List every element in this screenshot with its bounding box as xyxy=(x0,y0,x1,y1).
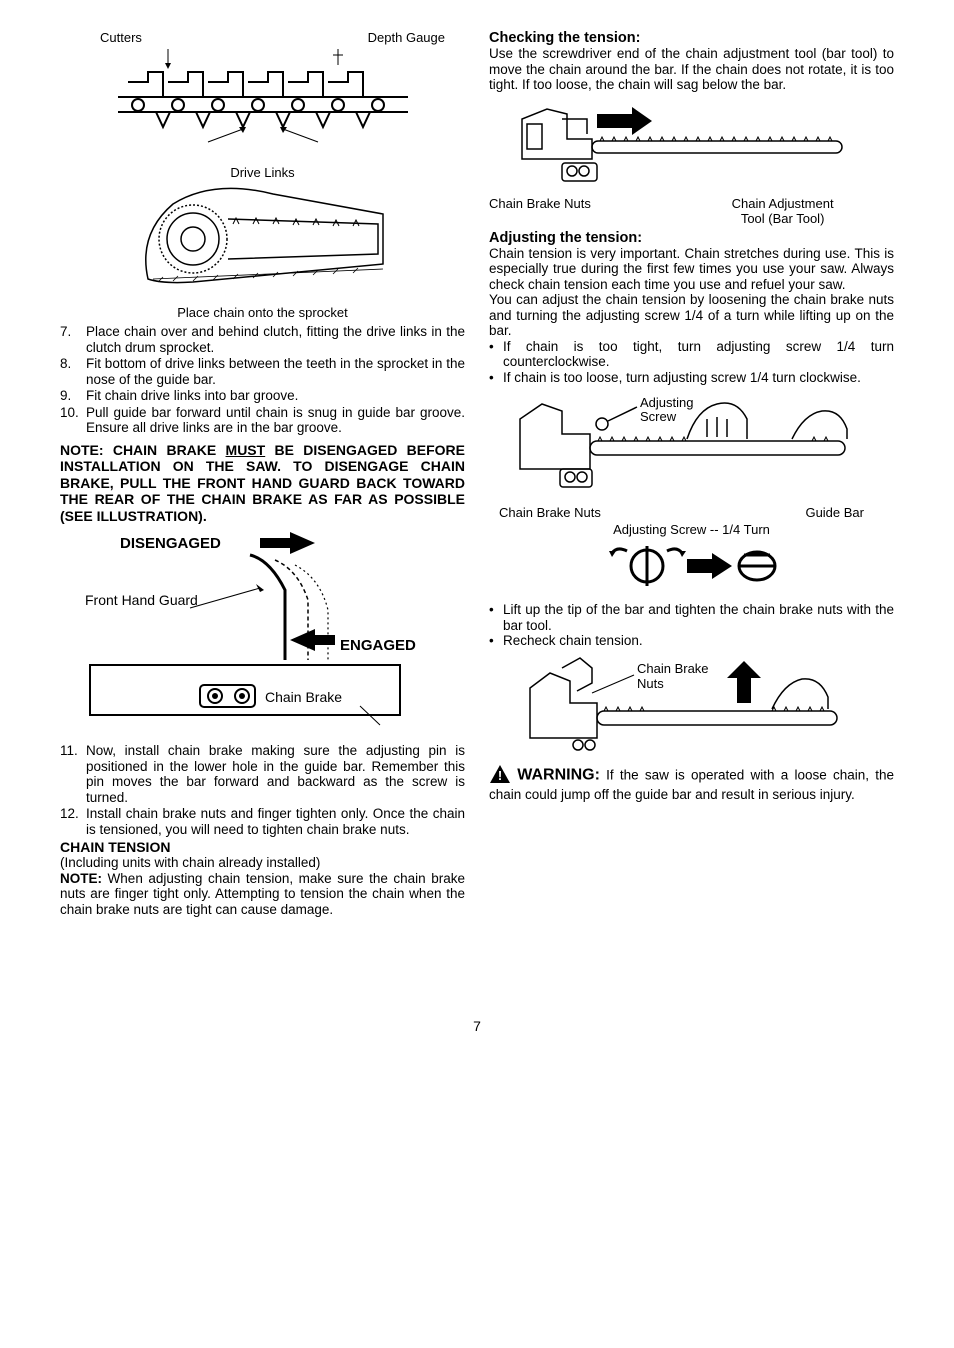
page-number: 7 xyxy=(0,1018,954,1034)
svg-text:Chain Brake: Chain Brake xyxy=(265,689,342,705)
steps-7-10: 7.Place chain over and behind clutch, fi… xyxy=(60,324,465,436)
svg-text:Screw: Screw xyxy=(640,409,677,424)
fig2-guidebar: Guide Bar xyxy=(805,505,864,520)
adjusting-body1: Chain tension is very important. Chain s… xyxy=(489,246,894,293)
chain-tension-note: NOTE: When adjusting chain tension, make… xyxy=(60,871,465,918)
svg-text:DISENGAGED: DISENGAGED xyxy=(120,535,221,552)
svg-text:Front Hand Guard: Front Hand Guard xyxy=(85,592,198,608)
quarter-turn-diagram xyxy=(489,541,894,594)
label-depth-gauge: Depth Gauge xyxy=(368,30,445,45)
warning-block: ! WARNING: If the saw is operated with a… xyxy=(489,764,894,803)
bullet-a2: •If chain is too loose, turn adjusting s… xyxy=(489,370,894,386)
steps-11-12: 11.Now, install chain brake making sure … xyxy=(60,743,465,837)
fig3-diagram: Chain Brake Nuts xyxy=(489,653,894,756)
chain-diagram-top-labels: Cutters Depth Gauge xyxy=(60,30,465,47)
step-8: 8.Fit bottom of drive links between the … xyxy=(60,356,465,387)
quarter-turn-icon xyxy=(592,541,792,591)
warning-label: WARNING: xyxy=(517,766,600,783)
chain-tension-sub: (Including units with chain already inst… xyxy=(60,855,465,871)
step-11: 11.Now, install chain brake making sure … xyxy=(60,743,465,805)
chain-brake-note: NOTE: CHAIN BRAKE MUST BE DISENGAGED BEF… xyxy=(60,442,465,525)
label-cutters: Cutters xyxy=(100,30,142,45)
fig2-nuts: Chain Brake Nuts xyxy=(499,505,601,520)
checking-head: Checking the tension: xyxy=(489,30,894,46)
step-12: 12.Install chain brake nuts and finger t… xyxy=(60,806,465,837)
svg-text:!: ! xyxy=(498,768,502,783)
svg-text:Nuts: Nuts xyxy=(637,676,664,691)
label-drive-links: Drive Links xyxy=(60,165,465,180)
note-pre: NOTE: CHAIN BRAKE xyxy=(60,442,226,458)
bullet-a1: •If chain is too tight, turn adjusting s… xyxy=(489,339,894,370)
bullet-b2: •Recheck chain tension. xyxy=(489,633,894,649)
note-body: When adjusting chain tension, make sure … xyxy=(60,871,465,917)
svg-text:Chain Brake: Chain Brake xyxy=(637,661,709,676)
adjust-bullets-a: •If chain is too tight, turn adjusting s… xyxy=(489,339,894,386)
fig2-diagram: Adjusting Screw xyxy=(489,389,894,497)
checking-body: Use the screwdriver end of the chain adj… xyxy=(489,46,894,93)
svg-text:ENGAGED: ENGAGED xyxy=(340,637,416,654)
warning-icon: ! xyxy=(489,764,511,788)
adjusting-body2: You can adjust the chain tension by loos… xyxy=(489,292,894,339)
right-column: Checking the tension: Use the screwdrive… xyxy=(489,30,894,917)
step-10: 10.Pull guide bar forward until chain is… xyxy=(60,405,465,436)
adjusting-head: Adjusting the tension: xyxy=(489,230,894,246)
fig1-label-nuts: Chain Brake Nuts xyxy=(489,196,671,226)
adjusting-screw-icon: Adjusting Screw xyxy=(512,389,872,494)
fig1-label-tool: Tool (Bar Tool) xyxy=(671,211,894,226)
fig2-quarter-turn: Adjusting Screw -- 1/4 Turn xyxy=(489,522,894,537)
manual-page: Cutters Depth Gauge xyxy=(0,0,954,947)
adjust-bullets-b: •Lift up the tip of the bar and tighten … xyxy=(489,602,894,649)
chainsaw-icon xyxy=(512,99,872,189)
step-7: 7.Place chain over and behind clutch, fi… xyxy=(60,324,465,355)
fig1-diagram xyxy=(489,99,894,192)
brake-diagram: DISENGAGED Front Hand Guard ENGAGED xyxy=(60,530,465,733)
left-column: Cutters Depth Gauge xyxy=(60,30,465,917)
fig2-labels: Chain Brake Nuts Guide Bar xyxy=(489,505,894,520)
brake-diagram-icon: DISENGAGED Front Hand Guard ENGAGED xyxy=(60,530,430,730)
bullet-b1: •Lift up the tip of the bar and tighten … xyxy=(489,602,894,633)
chain-diagram xyxy=(60,47,465,157)
note-must: MUST xyxy=(226,442,266,458)
fig1-labels: Chain Brake Nuts Chain Adjustment Tool (… xyxy=(489,196,894,226)
sprocket-caption: Place chain onto the sprocket xyxy=(60,305,465,320)
sprocket-icon xyxy=(133,184,393,294)
fig1-label-adj: Chain Adjustment xyxy=(671,196,894,211)
chain-icon xyxy=(108,47,418,157)
sprocket-diagram xyxy=(60,184,465,297)
chain-tension-head: CHAIN TENSION xyxy=(60,839,465,855)
svg-text:Adjusting: Adjusting xyxy=(640,395,693,410)
note-label: NOTE: xyxy=(60,871,102,886)
step-9: 9.Fit chain drive links into bar groove. xyxy=(60,388,465,404)
tighten-nuts-icon: Chain Brake Nuts xyxy=(522,653,862,753)
